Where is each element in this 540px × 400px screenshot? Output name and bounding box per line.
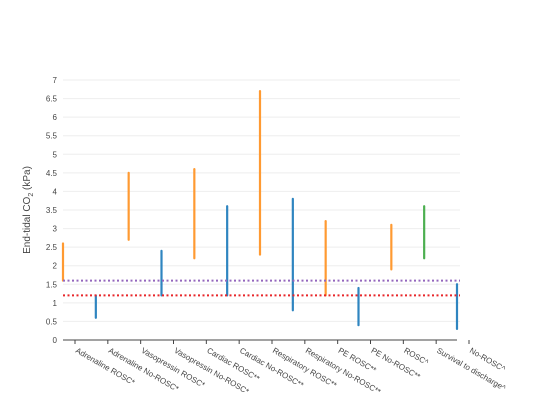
x-tick-label: Adrenaline ROSC* <box>74 346 136 387</box>
y-axis-title-subscript: 2 <box>28 193 35 197</box>
y-tick-label: 7 <box>53 76 58 85</box>
y-axis-title-main: End-tidal CO <box>22 196 33 253</box>
y-tick-label: 1.5 <box>46 280 58 289</box>
y-tick-label: 6 <box>53 113 58 122</box>
y-tick-label: 0.5 <box>46 317 58 326</box>
y-tick-label: 0 <box>53 336 58 345</box>
reference-lines <box>63 279 460 297</box>
y-tick-label: 2 <box>53 262 58 271</box>
y-tick-labels: 0 0.5 1 1.5 2 2.5 3 3.5 4 4.5 5 5.5 6 6.5 7 <box>46 76 58 345</box>
y-tick-label: 4.5 <box>46 169 58 178</box>
y-tick-label: 5.5 <box>46 132 58 141</box>
y-tick-label: 5 <box>53 150 58 159</box>
grid-lines <box>63 79 460 322</box>
x-tick-labels: Adrenaline ROSC*Adrenaline No-ROSC*Vasop… <box>74 340 507 396</box>
y-tick-label: 3 <box>53 225 58 234</box>
y-axis-title-unit: (kPa) <box>22 166 33 193</box>
y-tick-label: 2.5 <box>46 243 58 252</box>
y-tick-label: 6.5 <box>46 95 58 104</box>
y-tick-label: 4 <box>53 187 58 196</box>
y-tick-label: 1 <box>53 299 58 308</box>
range-bars <box>61 90 459 330</box>
y-tick-label: 3.5 <box>46 206 58 215</box>
y-axis-title: End-tidal CO2 (kPa) <box>22 166 35 254</box>
